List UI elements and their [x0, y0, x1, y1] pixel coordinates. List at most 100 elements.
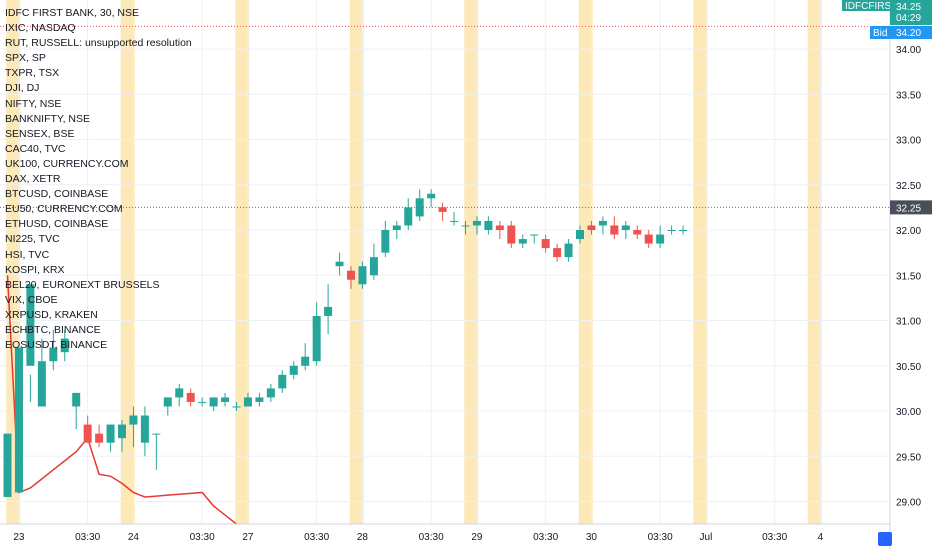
candle-body	[576, 230, 584, 240]
session-break-band	[120, 0, 135, 524]
candle	[415, 189, 424, 221]
crosshair-price-tag	[890, 200, 932, 215]
legend-item[interactable]: RUT, RUSSELL: unsupported resolution	[5, 37, 192, 50]
candle	[312, 302, 321, 366]
candle	[83, 415, 92, 443]
legend-panel: IDFC FIRST BANK, 30, NSE IXIC, NASDAQ RUT…	[5, 6, 192, 353]
legend-item[interactable]: EOSUSDT, BINANCE	[5, 339, 108, 352]
session-break-band	[235, 0, 250, 524]
legend-item[interactable]: NIFTY, NSE	[5, 97, 62, 110]
legend-item[interactable]: UK100, CURRENCY.COM	[5, 157, 129, 170]
candle-body	[472, 220, 481, 226]
candle-body	[255, 397, 264, 402]
price-axis-label: 33.00	[896, 136, 921, 147]
candle	[118, 420, 126, 452]
time-axis-label: 03:30	[533, 532, 558, 543]
candle-body	[243, 397, 252, 407]
session-break-band	[578, 0, 593, 524]
candle-body	[72, 392, 81, 407]
candle	[278, 370, 287, 393]
legend-item[interactable]: HSI, TVC	[5, 248, 50, 261]
candle	[369, 243, 378, 280]
candle	[95, 424, 104, 448]
candle	[495, 220, 504, 240]
session-break-band	[807, 0, 822, 524]
candle	[621, 220, 630, 240]
candle	[175, 383, 184, 407]
candle	[461, 220, 470, 235]
legend-item[interactable]: BEL20, EURONEXT BRUSSELS	[5, 278, 160, 291]
candle	[598, 216, 607, 235]
candle	[633, 225, 642, 240]
candle-body	[118, 424, 126, 439]
candle	[186, 388, 195, 407]
legend-item[interactable]: ECHBTC, BINANCE	[5, 323, 101, 336]
legend-item[interactable]: KOSPI, KRX	[5, 263, 65, 276]
legend-item[interactable]: TXPR, TSX	[5, 67, 60, 80]
candle-body	[598, 220, 607, 226]
candle-body	[312, 315, 321, 362]
legend-item[interactable]: VIX, CBOE	[5, 293, 58, 306]
price-axis-label: 30.00	[896, 407, 921, 418]
candle	[518, 234, 527, 249]
time-axis-label: 23	[13, 532, 25, 543]
candle	[221, 392, 230, 407]
candle	[255, 392, 264, 407]
candle	[381, 220, 390, 258]
candle	[152, 433, 161, 470]
session-break-band	[464, 0, 479, 524]
candle	[392, 220, 401, 240]
candle-body	[129, 415, 138, 425]
candle-body	[209, 397, 218, 407]
bar-countdown: 04:29	[896, 13, 921, 24]
legend-item[interactable]: DAX, XETR	[5, 173, 61, 186]
legend-item[interactable]: SENSEX, BSE	[5, 127, 75, 140]
bid-label-tag	[870, 26, 890, 39]
legend-items: IXIC, NASDAQ RUT, RUSSELL: unsupported re…	[5, 21, 192, 353]
candle	[140, 406, 149, 457]
candle-body	[461, 225, 470, 227]
legend-item[interactable]: BANKNIFTY, NSE	[5, 112, 90, 125]
legend-item[interactable]: ETHUSD, COINBASE	[5, 218, 109, 231]
candle-body	[106, 424, 115, 443]
candle-body	[163, 397, 172, 407]
candle-body	[484, 220, 493, 230]
legend-item[interactable]: DJI, DJ	[5, 82, 40, 95]
legend-item[interactable]: SPX, SP	[5, 52, 46, 65]
price-axis-label: 34.00	[896, 45, 921, 56]
time-axis-label: 03:30	[304, 532, 329, 543]
candle-body	[427, 193, 436, 199]
candle-body	[667, 230, 676, 231]
legend-item[interactable]: NI225, TVC	[5, 233, 60, 246]
legend-item[interactable]: EU50, CURRENCY.COM	[5, 203, 123, 216]
time-axis-label: 24	[128, 532, 140, 543]
time-axis-label: 03:30	[762, 532, 787, 543]
candle-body	[495, 225, 504, 230]
time-axis-label: 28	[357, 532, 369, 543]
candle-body	[266, 388, 275, 398]
legend-item[interactable]: IXIC, NASDAQ	[5, 22, 76, 35]
candle-body	[37, 361, 46, 407]
candle	[507, 220, 516, 249]
candle-body	[335, 261, 344, 267]
candle	[209, 397, 218, 411]
candle	[26, 284, 35, 402]
candle	[72, 392, 81, 430]
candle	[576, 225, 584, 244]
price-axis-label: 31.00	[896, 317, 921, 328]
legend-item[interactable]: CAC40, TVC	[5, 142, 66, 155]
legend-title[interactable]: IDFC FIRST BANK, 30, NSE	[5, 7, 140, 19]
price-axis-label: 32.00	[896, 226, 921, 237]
candle	[553, 243, 562, 262]
candle-body	[438, 207, 447, 212]
time-axis-label: 27	[242, 532, 254, 543]
candle	[644, 230, 653, 249]
legend-item[interactable]: BTCUSD, COINBASE	[5, 188, 109, 201]
legend-item[interactable]: XRPUSD, KRAKEN	[5, 308, 98, 321]
candle	[289, 361, 298, 380]
price-axis-label: 32.50	[896, 181, 921, 192]
tradingview-logo-icon	[878, 532, 892, 546]
candle	[243, 392, 252, 407]
